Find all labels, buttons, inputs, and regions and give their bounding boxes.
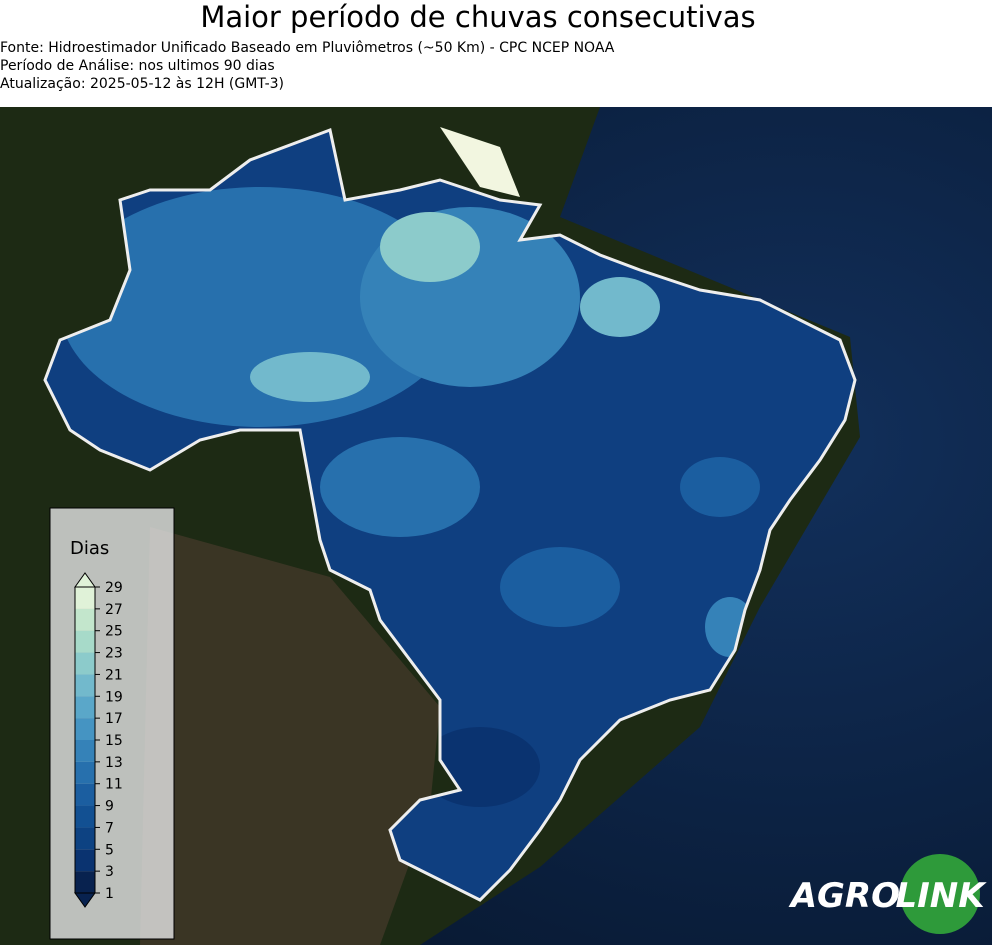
field-blob xyxy=(250,352,370,402)
colorbar-band xyxy=(75,849,95,872)
colorbar-tick-label: 11 xyxy=(105,777,123,793)
field-blob xyxy=(580,277,660,337)
colorbar-tick-label: 9 xyxy=(105,799,114,815)
logo-right: LINK xyxy=(895,876,987,916)
colorbar-band xyxy=(75,608,95,631)
field-blob xyxy=(380,212,480,282)
logo-left: AGRO xyxy=(788,876,900,916)
colorbar-tick-label: 19 xyxy=(105,689,123,705)
colorbar-tick-label: 1 xyxy=(105,886,114,902)
colorbar-tick-label: 25 xyxy=(105,624,123,640)
colorbar-tick-label: 3 xyxy=(105,864,114,880)
logo: AGRO LINK xyxy=(788,854,987,934)
colorbar-band xyxy=(75,783,95,806)
field-blob xyxy=(680,457,760,517)
source-line: Fonte: Hidroestimador Unificado Baseado … xyxy=(0,40,615,56)
guiana-area xyxy=(440,127,520,197)
colorbar-band xyxy=(75,740,95,762)
colorbar-band xyxy=(75,871,95,893)
colorbar-tick-label: 15 xyxy=(105,733,123,749)
colorbar-band xyxy=(75,827,95,850)
logo-circle xyxy=(900,854,980,934)
colorbar-band xyxy=(75,718,95,740)
title: Maior período de chuvas consecutivas xyxy=(200,0,756,34)
period-line: Período de Análise: nos ultimos 90 dias xyxy=(0,58,275,74)
colorbar-band xyxy=(75,696,95,719)
colorbar-tick-label: 29 xyxy=(105,580,123,596)
colorbar-tick-label: 7 xyxy=(105,820,114,836)
colorbar-band xyxy=(75,587,95,609)
legend-title: Dias xyxy=(70,538,109,559)
colorbar-band xyxy=(75,805,95,828)
colorbar-tick-label: 5 xyxy=(105,842,114,858)
colorbar-band xyxy=(75,630,95,653)
field-blob xyxy=(500,547,620,627)
colorbar-band xyxy=(75,761,95,784)
continent-south xyxy=(140,527,440,945)
field-blob xyxy=(320,437,480,537)
colorbar-band xyxy=(75,652,95,675)
colorbar-tick-label: 13 xyxy=(105,755,123,771)
colorbar-tick-label: 21 xyxy=(105,667,123,683)
colorbar-tick-label: 27 xyxy=(105,602,123,618)
legend-box xyxy=(49,507,175,940)
update-line: Atualização: 2025-05-12 às 12H (GMT-3) xyxy=(0,76,284,92)
colorbar-band xyxy=(75,674,95,697)
colorbar-tick-label: 23 xyxy=(105,646,123,662)
colorbar-tick-label: 17 xyxy=(105,711,123,727)
